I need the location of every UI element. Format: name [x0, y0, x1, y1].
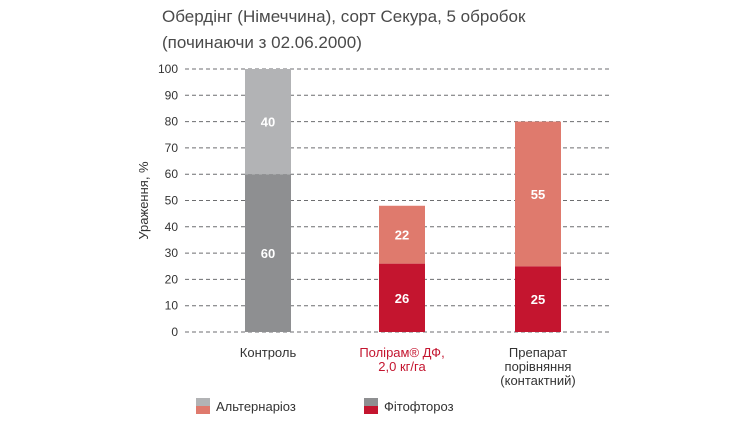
bar-phytophthora-1 [379, 263, 425, 332]
y-tick-label-100: 100 [158, 62, 178, 76]
y-tick-label-30: 30 [165, 246, 179, 260]
legend-swatch-phytophthora [364, 398, 378, 414]
legend-item-alternaria: Альтернаріоз [196, 398, 296, 414]
chart-title-line-1: Обердінг (Німеччина), сорт Секура, 5 обр… [162, 7, 526, 26]
y-tick-label-90: 90 [165, 88, 179, 102]
x-category-label-2-2: (контактний) [500, 373, 575, 388]
legend-label-alternaria: Альтернаріоз [216, 398, 296, 414]
x-category-label-1-0: Полірам® ДФ, [359, 345, 444, 360]
x-category-label-1-1: 2,0 кг/га [378, 359, 426, 374]
x-category-label-2-0: Препарат [509, 345, 567, 360]
bar-value-alternaria-0: 40 [261, 115, 275, 130]
bar-value-phytophthora-1: 26 [395, 291, 409, 306]
x-category-label-2-1: порівняння [505, 359, 572, 374]
bar-value-phytophthora-2: 25 [531, 292, 545, 307]
y-tick-label-10: 10 [165, 299, 179, 313]
legend-swatch-alternaria [196, 398, 210, 414]
bar-value-alternaria-2: 55 [531, 187, 545, 202]
bar-value-alternaria-1: 22 [395, 228, 409, 243]
y-axis-label: Ураження, % [136, 161, 151, 240]
y-tick-label-20: 20 [165, 272, 179, 286]
legend-label-phytophthora: Фітофтороз [384, 398, 454, 414]
bar-alternaria-1 [379, 205, 425, 264]
y-tick-label-70: 70 [165, 141, 179, 155]
chart-title-line-2: (починаючи з 02.06.2000) [162, 33, 362, 52]
y-tick-label-50: 50 [165, 194, 179, 208]
bar-value-phytophthora-0: 60 [261, 246, 275, 261]
y-tick-label-40: 40 [165, 220, 179, 234]
y-tick-label-0: 0 [171, 325, 178, 339]
y-tick-label-60: 60 [165, 167, 179, 181]
chart-title: Обердінг (Німеччина), сорт Секура, 5 обр… [162, 4, 525, 56]
bar-alternaria-0 [245, 69, 291, 175]
bar-phytophthora-2 [515, 266, 561, 332]
legend-item-phytophthora: Фітофтороз [364, 398, 454, 414]
chart-legend: Альтернаріоз Фітофтороз [0, 398, 750, 418]
bar-phytophthora-0 [245, 174, 291, 332]
bar-chart: 0 10 20 30 40 50 60 70 80 90 100 Ураження, % 60 40 Кон… [136, 62, 612, 388]
x-category-label-0-0: Контроль [240, 345, 297, 360]
bar-alternaria-2 [515, 121, 561, 267]
y-tick-label-80: 80 [165, 115, 179, 129]
